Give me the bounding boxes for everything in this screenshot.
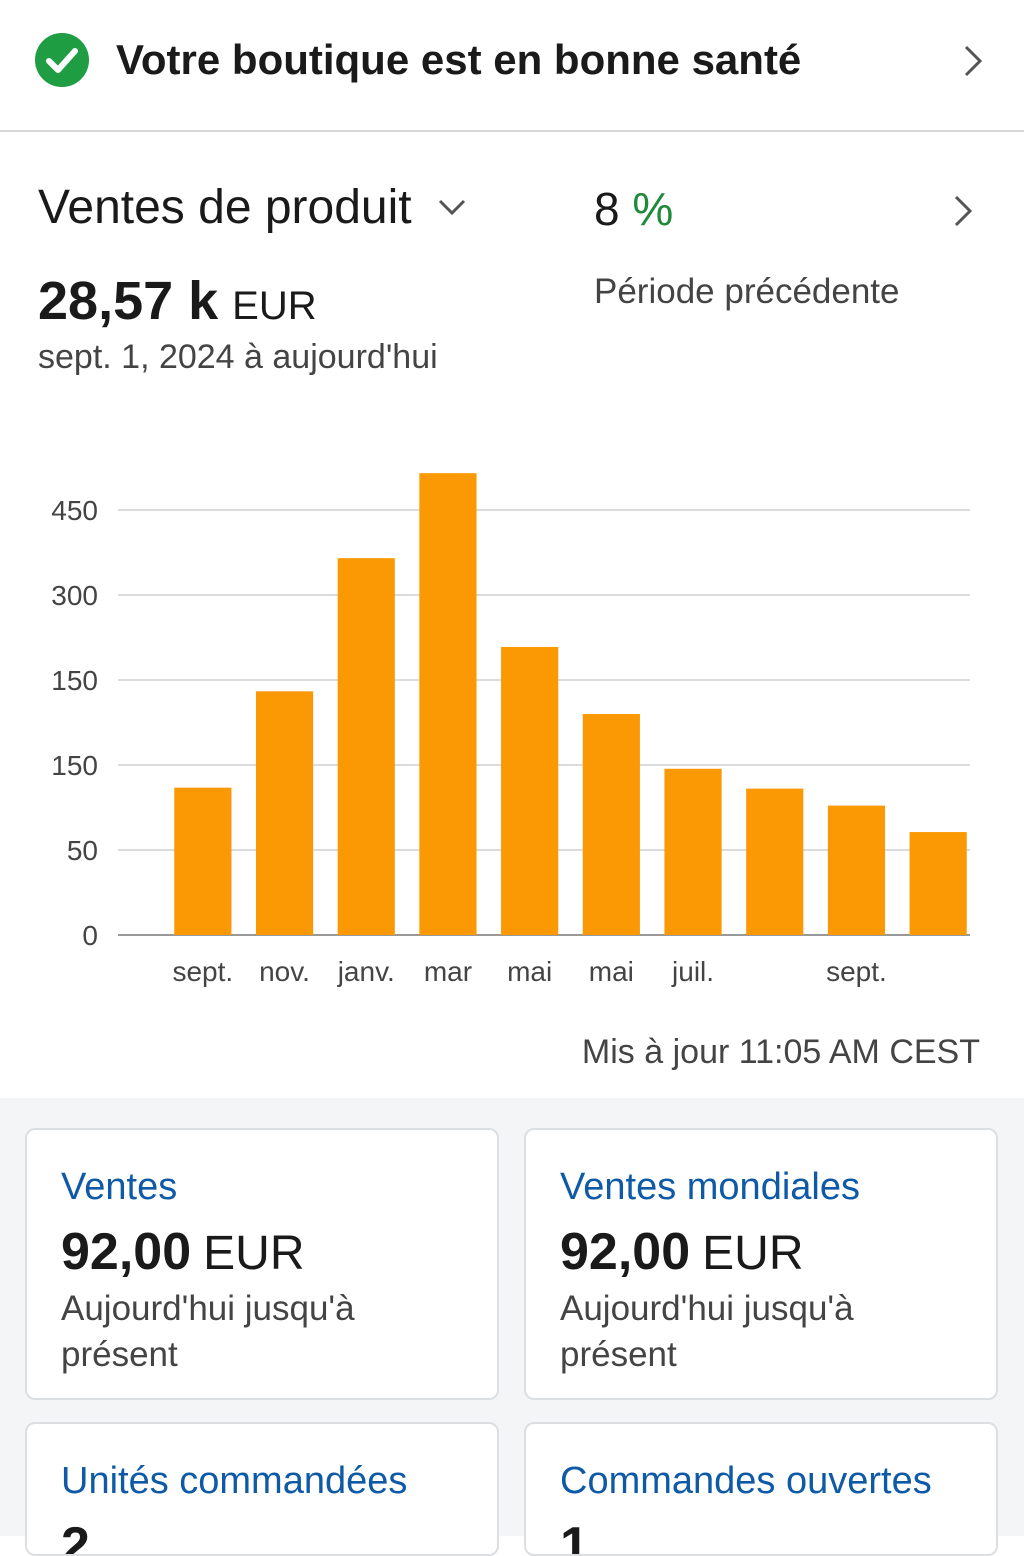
currency: EUR [232, 284, 317, 328]
bar [582, 714, 640, 935]
total: 28,57 k EUR [38, 270, 317, 332]
metric-value: 2 [61, 1516, 90, 1556]
bar [419, 473, 477, 935]
metric-amount: 92,00 [560, 1223, 691, 1281]
x-tick-label: mai [589, 956, 634, 987]
dropdown-icon [438, 199, 466, 216]
y-tick-label: 150 [51, 665, 98, 696]
metric-card[interactable]: Ventes mondiales 92,00 EUR Aujourd'hui jusq… [524, 1128, 998, 1400]
metric-card[interactable]: Commandes ouvertes 1 [524, 1422, 998, 1556]
metric-note: Aujourd'hui jusqu'à présent [560, 1289, 854, 1374]
sales-chart: 0 50 150 150 300 450 sept. nov. janv. mar mai mai ju… [51, 473, 970, 987]
metric-amount: 1 [560, 1517, 589, 1556]
metric-label: Unités commandées [61, 1460, 408, 1502]
metric-amount: 92,00 [61, 1223, 192, 1281]
bar [827, 805, 886, 935]
health-title: Votre boutique est en bonne santé [116, 36, 802, 83]
summary-title[interactable]: Ventes de produit [38, 181, 412, 234]
change-unit: % [632, 183, 674, 235]
x-tick-label: mai [507, 956, 552, 987]
x-tick-label: juil. [671, 956, 714, 987]
comparison: Période précédente [594, 272, 900, 311]
metric-value: 92,00 EUR [560, 1222, 803, 1282]
metric-value: 1 [560, 1516, 589, 1556]
date-range: sept. 1, 2024 à aujourd'hui [38, 338, 438, 376]
chevron[interactable] [948, 194, 978, 228]
y-tick-label: 0 [82, 920, 98, 951]
metric-amount: 2 [61, 1517, 90, 1556]
metric-unit: EUR [203, 1227, 305, 1280]
x-tick-label: mar [424, 956, 472, 987]
y-tick-label: 150 [51, 750, 98, 781]
bar [746, 788, 804, 935]
change: 8 % [594, 182, 673, 236]
x-tick-label: janv. [337, 956, 395, 987]
bar [501, 646, 559, 935]
bar [255, 691, 314, 935]
metric-label: Ventes mondiales [560, 1166, 860, 1208]
health-banner[interactable]: Votre boutique est en bonne santé [0, 0, 1024, 132]
metric-card[interactable]: Ventes 92,00 EUR Aujourd'hui jusqu'à présen… [25, 1128, 499, 1400]
y-tick-label: 50 [67, 835, 98, 866]
metric-label: Commandes ouvertes [560, 1460, 932, 1502]
metric-note: Aujourd'hui jusqu'à présent [61, 1289, 355, 1374]
metric-card[interactable]: Unités commandées 2 [25, 1422, 499, 1556]
x-tick-label: sept. [826, 956, 887, 987]
metric-unit: EUR [702, 1227, 804, 1280]
y-tick-label: 450 [51, 495, 98, 526]
bar [337, 558, 395, 935]
metric-value: 92,00 EUR [61, 1222, 304, 1282]
x-tick-label: sept. [172, 956, 233, 987]
bar [174, 787, 232, 935]
total-value: 28,57 k [38, 271, 219, 331]
check-icon [35, 33, 89, 87]
bar [664, 768, 722, 935]
bar [909, 832, 967, 935]
x-tick-label: nov. [259, 956, 310, 987]
metric-label: Ventes [61, 1166, 178, 1208]
updated: Mis à jour 11:05 AM CEST [581, 1033, 980, 1071]
chevron [964, 45, 983, 77]
change-value: 8 [594, 183, 620, 235]
y-tick-label: 300 [51, 580, 98, 611]
